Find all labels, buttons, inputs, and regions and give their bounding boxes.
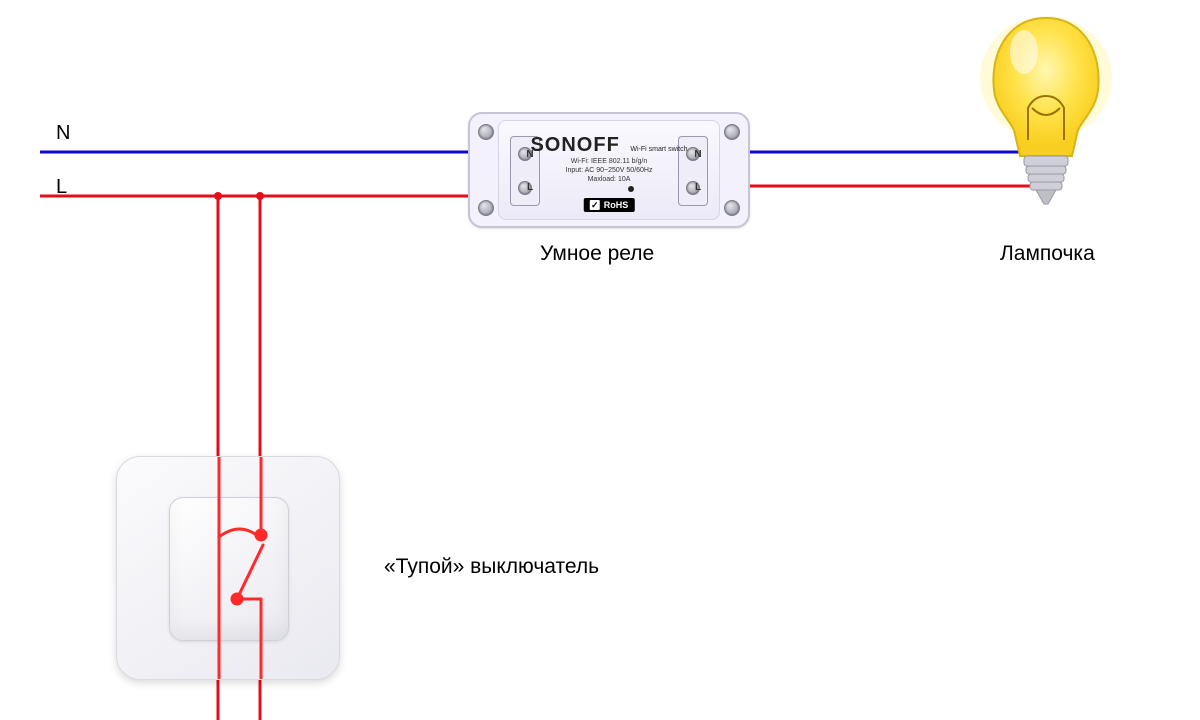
relay-logo: SONOFF Wi-Fi smart switch [470,134,748,157]
screw-icon [478,200,494,216]
switch-caption: «Тупой» выключатель [384,555,599,579]
status-led-icon [628,186,634,192]
screw-icon [724,200,740,216]
wall-switch[interactable] [116,456,340,680]
neutral-label: N [56,122,70,145]
smart-relay-module: N L N L SONOFF Wi-Fi smart switch Wi-Fi:… [468,112,750,228]
relay-caption: Умное реле [540,242,654,266]
bulb-caption: Лампочка [1000,242,1095,266]
rohs-badge: ✓RoHS [584,198,635,212]
relay-specs: Wi-Fi: IEEE 802.11 b/g/n Input: AC 90~25… [470,158,748,184]
line-label: L [56,176,67,199]
switch-schematic-icon [117,457,339,679]
light-bulb-icon [976,12,1116,212]
